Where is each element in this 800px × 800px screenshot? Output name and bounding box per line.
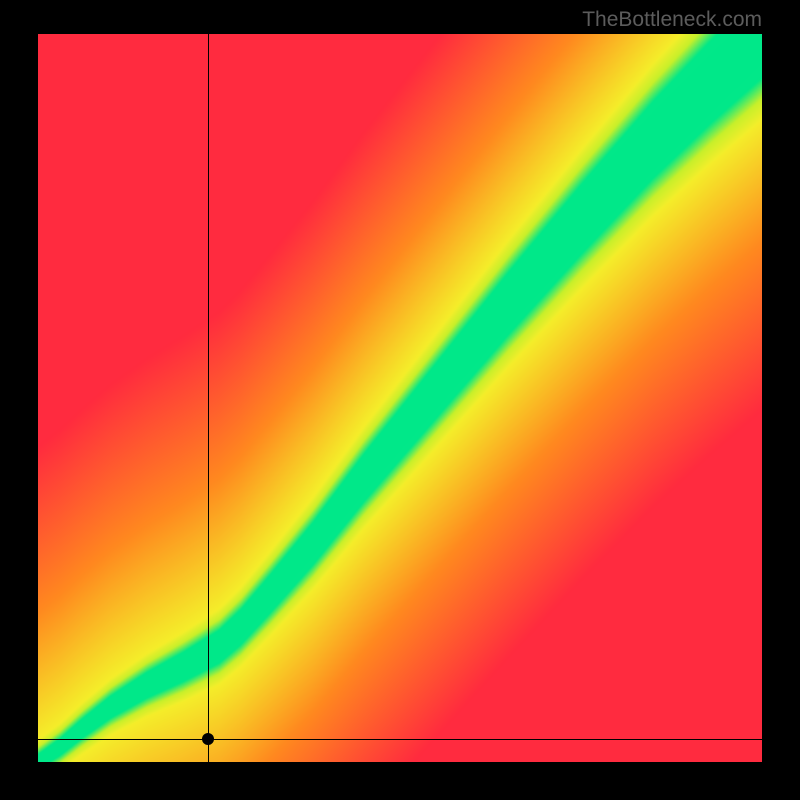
plot-area (38, 34, 762, 762)
watermark-text: TheBottleneck.com (582, 8, 762, 32)
bottleneck-heatmap (38, 34, 762, 762)
crosshair-horizontal (38, 739, 762, 740)
crosshair-marker (202, 733, 214, 745)
crosshair-vertical (208, 34, 209, 762)
